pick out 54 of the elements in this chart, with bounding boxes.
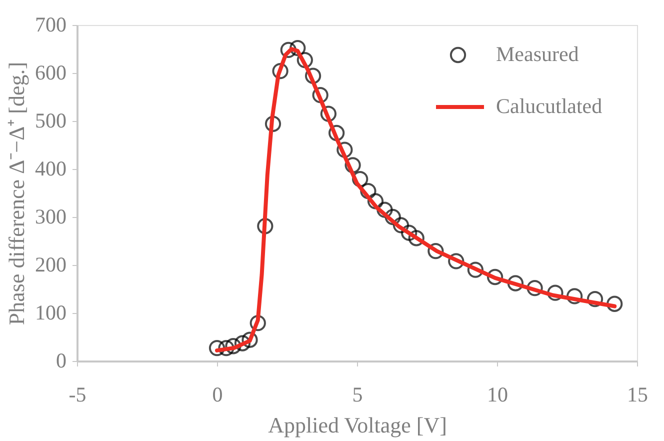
- point: [507, 275, 524, 292]
- point: [304, 68, 322, 84]
- point: [250, 315, 266, 332]
- x-tick-label: 15: [627, 382, 648, 406]
- point: [376, 202, 393, 218]
- legend-label: Measured: [496, 42, 580, 66]
- point: [486, 268, 504, 286]
- point: [344, 157, 361, 174]
- point: [547, 284, 564, 301]
- point: [257, 218, 274, 234]
- point: [328, 124, 345, 142]
- point: [312, 87, 328, 104]
- y-tick-label: 0: [56, 348, 66, 372]
- point: [234, 335, 251, 352]
- x-axis-title: Applied Voltage [V]: [268, 412, 447, 438]
- point: [467, 262, 484, 278]
- y-axis-title: Phase difference Δ⁻−Δ⁺ [deg.]: [4, 62, 29, 326]
- x-tick-label: 10: [487, 382, 508, 406]
- point: [225, 338, 242, 354]
- x-tick-label: 5: [352, 382, 363, 406]
- y-tick-label: 500: [35, 108, 66, 132]
- point: [272, 63, 288, 80]
- point: [336, 142, 353, 158]
- y-tick-label: 700: [35, 12, 66, 36]
- y-tick-label: 100: [35, 300, 66, 324]
- point: [352, 171, 368, 188]
- point: [526, 280, 543, 296]
- point: [367, 193, 384, 210]
- point: [392, 217, 410, 234]
- y-tick-label: 300: [35, 204, 66, 228]
- legend-label: Calucutlated: [496, 94, 603, 118]
- point: [401, 224, 418, 241]
- y-tick-label: 200: [35, 252, 66, 276]
- point: [360, 183, 376, 200]
- y-tick-label: 400: [35, 156, 66, 180]
- x-tick-label: -5: [68, 382, 86, 406]
- point: [408, 230, 424, 246]
- point: [606, 296, 623, 312]
- point: [320, 106, 337, 122]
- point: [208, 340, 226, 356]
- y-tick-label: 600: [35, 60, 66, 84]
- point: [280, 42, 296, 58]
- point: [242, 332, 258, 348]
- point: [290, 40, 306, 56]
- point: [296, 52, 313, 68]
- x-tick-label: 0: [212, 382, 223, 406]
- point: [566, 288, 583, 304]
- point: [218, 340, 234, 356]
- point: [448, 253, 464, 270]
- point: [264, 116, 282, 132]
- point: [586, 291, 604, 308]
- point: [384, 208, 401, 226]
- point: [428, 243, 444, 260]
- line-series: [215, 47, 617, 352]
